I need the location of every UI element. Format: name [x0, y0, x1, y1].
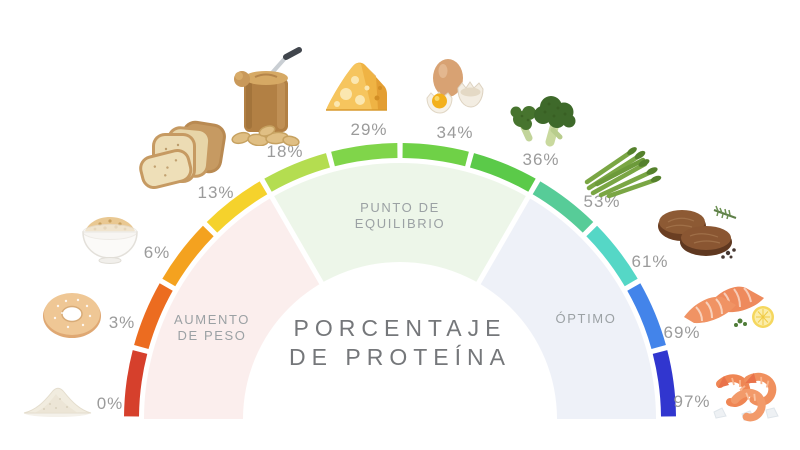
food-cereal	[75, 203, 145, 266]
gauge-segment-peanut-butter	[264, 153, 331, 192]
gauge-segment-asparagus	[532, 181, 594, 233]
eggs-icon	[426, 59, 484, 114]
sugar-icon	[23, 387, 92, 417]
zone-label-line: EQUILIBRIO	[354, 216, 446, 231]
zone-label-line: AUMENTO	[174, 312, 250, 327]
asparagus-icon	[584, 147, 662, 199]
salmon-icon	[684, 286, 774, 328]
food-bread	[138, 118, 228, 192]
zone-label-line: PUNTO DE	[360, 200, 440, 215]
cheese-icon	[326, 62, 387, 111]
value-label-salmon: 69%	[663, 323, 701, 342]
peanut-butter-icon	[231, 47, 302, 146]
value-label-eggs: 34%	[436, 123, 474, 142]
value-label-cheese: 29%	[350, 120, 388, 139]
steak-icon	[658, 205, 737, 259]
food-asparagus	[583, 138, 662, 200]
food-sugar	[20, 366, 95, 418]
gauge-segment-steak	[586, 225, 638, 287]
gauge-segment-sugar	[124, 350, 148, 417]
shrimp-icon	[713, 372, 779, 422]
gauge-segment-donut	[134, 283, 173, 350]
chart-title-line1: PORCENTAJE	[293, 315, 507, 341]
food-steak	[648, 200, 742, 262]
zone-label-punto-de-equilibrio: PUNTO DE EQUILIBRIO	[355, 200, 445, 232]
zone-label-line: DE PESO	[177, 328, 247, 343]
donut-icon	[43, 293, 101, 338]
food-peanut-butter	[225, 46, 303, 146]
value-label-peanut-butter: 18%	[266, 142, 304, 161]
zone-label-line: ÓPTIMO	[555, 311, 617, 326]
cereal-bowl-icon	[82, 217, 138, 264]
gauge-segment-salmon	[627, 283, 666, 350]
gauge-segment-cheese	[331, 143, 398, 167]
food-eggs	[422, 56, 490, 118]
value-label-shrimp: 97%	[673, 392, 711, 411]
gauge-segment-broccoli	[469, 153, 536, 192]
broccoli-icon	[510, 96, 576, 147]
food-donut	[40, 288, 105, 340]
chart-title: PORCENTAJE DE PROTEÍNA	[289, 314, 511, 372]
food-broccoli	[508, 92, 582, 148]
gauge-segment-shrimp	[652, 350, 676, 417]
value-label-steak: 61%	[631, 252, 669, 271]
value-label-cereal: 6%	[143, 243, 171, 262]
gauge-segment-cereal	[162, 225, 214, 287]
food-cheese	[322, 58, 392, 115]
bread-icon	[139, 120, 226, 190]
value-label-broccoli: 36%	[522, 150, 560, 169]
value-label-donut: 3%	[108, 313, 136, 332]
food-shrimp	[708, 366, 792, 422]
gauge-inner-circle	[243, 262, 557, 450]
value-label-sugar: 0%	[96, 394, 124, 413]
gauge-segment-eggs	[402, 143, 469, 167]
chart-title-line2: DE PROTEÍNA	[289, 344, 511, 370]
food-salmon	[678, 280, 778, 332]
zone-label-optimo: ÓPTIMO	[556, 311, 617, 327]
zone-label-aumento-de-peso: AUMENTO DE PESO	[174, 312, 250, 344]
value-label-bread: 13%	[197, 183, 235, 202]
gauge-segment-bread	[206, 181, 268, 233]
